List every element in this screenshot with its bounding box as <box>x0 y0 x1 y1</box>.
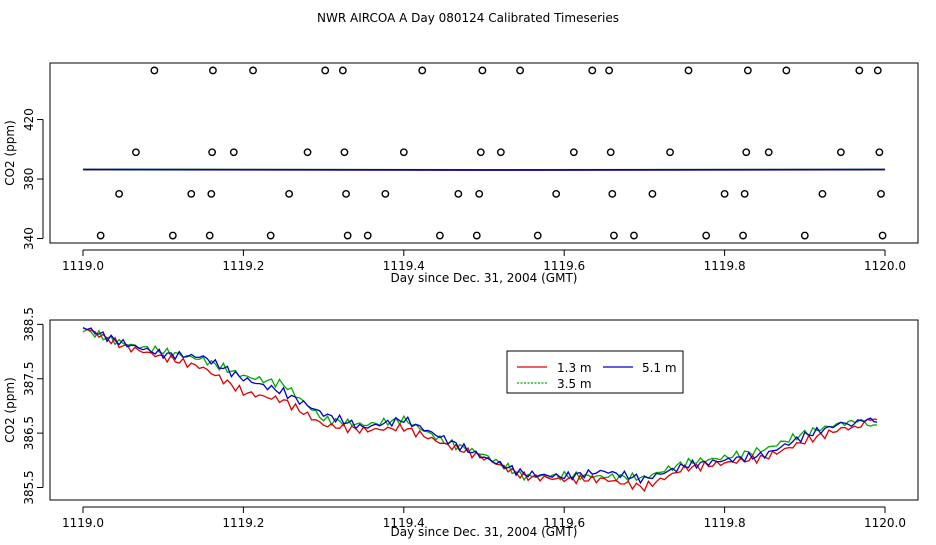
data-point <box>802 232 808 238</box>
data-point <box>343 191 349 197</box>
x-tick-label-bottom: 1119.2 <box>222 516 264 530</box>
data-point <box>474 232 480 238</box>
legend: 1.3 m 5.1 m 3.5 m <box>507 351 683 393</box>
y-tick-label-bottom: 386.5 <box>22 416 36 450</box>
data-point <box>478 149 484 155</box>
data-point <box>340 67 346 73</box>
data-point <box>553 191 559 197</box>
y-tick-label-bottom: 387.5 <box>22 362 36 396</box>
data-point <box>631 232 637 238</box>
data-point <box>589 67 595 73</box>
data-point <box>608 149 614 155</box>
series-line-1-3-m <box>83 328 877 491</box>
x-axis-label-top: Day since Dec. 31, 2004 (GMT) <box>391 271 578 285</box>
data-point <box>133 149 139 155</box>
data-point <box>401 149 407 155</box>
figure-title: NWR AIRCOA A Day 080124 Calibrated Times… <box>317 11 619 25</box>
data-point <box>170 232 176 238</box>
data-point <box>685 67 691 73</box>
data-point <box>741 191 747 197</box>
data-point <box>667 149 673 155</box>
data-point <box>476 191 482 197</box>
plot-frame-bottom <box>50 320 918 500</box>
legend-label-5-1m: 5.1 m <box>642 361 677 375</box>
x-tick-label-top: 1119.2 <box>222 259 264 273</box>
data-point <box>116 191 122 197</box>
x-tick-label-bottom: 1119.0 <box>62 516 104 530</box>
x-axis-label-bottom: Day since Dec. 31, 2004 (GMT) <box>391 525 578 539</box>
data-point <box>571 149 577 155</box>
data-point <box>878 191 884 197</box>
data-point <box>286 191 292 197</box>
y-tick-label-bottom: 385.5 <box>22 470 36 504</box>
data-point <box>382 191 388 197</box>
y-axis-label-top: CO2 (ppm) <box>3 120 17 186</box>
data-point <box>517 67 523 73</box>
data-point <box>231 149 237 155</box>
data-point <box>344 232 350 238</box>
data-point <box>745 67 751 73</box>
data-point <box>479 67 485 73</box>
data-point <box>209 149 215 155</box>
data-point <box>611 232 617 238</box>
data-point <box>721 191 727 197</box>
data-point <box>879 232 885 238</box>
y-axis-label-bottom: CO2 (ppm) <box>3 377 17 443</box>
data-point <box>208 191 214 197</box>
x-tick-label-top: 1119.0 <box>62 259 104 273</box>
x-tick-label-top: 1120.0 <box>864 259 906 273</box>
data-point <box>151 67 157 73</box>
data-point <box>97 232 103 238</box>
data-point <box>250 67 256 73</box>
data-point <box>419 67 425 73</box>
data-point <box>304 149 310 155</box>
data-point <box>766 149 772 155</box>
data-point <box>498 149 504 155</box>
data-point <box>437 232 443 238</box>
data-point <box>743 149 749 155</box>
x-tick-label-bottom: 1119.8 <box>704 516 746 530</box>
data-point <box>535 232 541 238</box>
data-point <box>703 232 709 238</box>
data-point <box>609 191 615 197</box>
y-tick-label-top: 380 <box>22 168 36 191</box>
data-point <box>267 232 273 238</box>
data-point <box>783 67 789 73</box>
data-point <box>856 67 862 73</box>
data-point <box>455 191 461 197</box>
y-tick-label-top: 340 <box>22 227 36 250</box>
legend-label-1-3m: 1.3 m <box>557 361 592 375</box>
data-point <box>365 232 371 238</box>
data-point <box>649 191 655 197</box>
data-point <box>188 191 194 197</box>
legend-label-3-5m: 3.5 m <box>557 377 592 391</box>
data-point <box>210 67 216 73</box>
data-point <box>322 67 328 73</box>
data-point <box>819 191 825 197</box>
data-point <box>740 232 746 238</box>
data-point <box>606 67 612 73</box>
data-point <box>838 149 844 155</box>
y-tick-label-bottom: 388.5 <box>22 307 36 341</box>
data-point <box>341 149 347 155</box>
data-point <box>875 67 881 73</box>
x-tick-label-bottom: 1120.0 <box>864 516 906 530</box>
data-point <box>207 232 213 238</box>
data-point <box>876 149 882 155</box>
y-tick-label-top: 420 <box>22 108 36 131</box>
x-tick-label-top: 1119.8 <box>704 259 746 273</box>
